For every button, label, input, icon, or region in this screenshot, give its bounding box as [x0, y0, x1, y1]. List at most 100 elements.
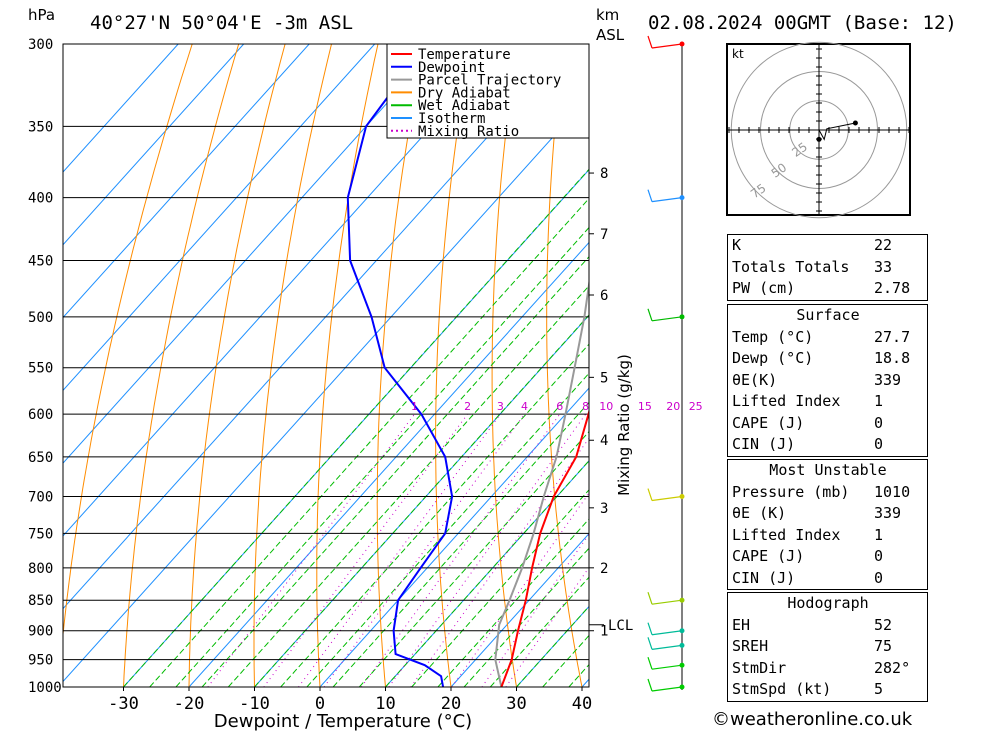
- wind-barb: [647, 622, 683, 636]
- mixing-ratio-label: 8: [582, 400, 589, 413]
- surface-value: 1: [874, 392, 884, 410]
- index-label: K: [732, 236, 742, 254]
- pressure-tick-label: 400: [28, 191, 53, 207]
- table-row: θE(K) 339: [728, 370, 928, 392]
- plot-area: [63, 44, 1000, 687]
- isotherm-line: [188, 241, 589, 687]
- location-title: 40°27'N 50°04'E -3m ASL: [90, 12, 353, 34]
- hodo-label: StmDir: [732, 658, 787, 677]
- mu-label: Pressure (mb): [732, 482, 850, 501]
- temperature-line: [500, 408, 589, 687]
- hodo-value: 5: [874, 680, 884, 698]
- pressure-tick-label: 900: [28, 624, 53, 640]
- table-row: Dewp (°C) 18.8: [728, 348, 928, 370]
- mu-label: Lifted Index: [732, 525, 841, 544]
- surface-label: Dewp (°C): [732, 349, 814, 367]
- parcel-trajectory-line: [494, 277, 589, 687]
- isotherm-line: [63, 44, 376, 392]
- surface-title: Surface: [796, 306, 860, 324]
- mixing-ratio-label: 25: [689, 400, 703, 413]
- mixing-ratio-line: [360, 413, 561, 687]
- mu-value: 0: [874, 568, 884, 587]
- isotherm-line: [63, 44, 179, 173]
- index-label: PW (cm): [732, 279, 796, 297]
- index-value: 2.78: [874, 279, 911, 297]
- legend-label: Isotherm: [418, 111, 485, 127]
- surface-label: Temp (°C): [732, 327, 814, 346]
- most-unstable-box: Most Unstable Pressure (mb) 1010 θE (K) 33…: [727, 459, 928, 590]
- surface-value: 0: [874, 435, 884, 453]
- pressure-tick-label: 800: [28, 561, 53, 577]
- wind-barb: [647, 637, 683, 650]
- table-row: Totals Totals 33: [728, 257, 928, 279]
- dry-adiabat-line: [253, 44, 332, 687]
- mixing-ratio-line: [481, 533, 589, 687]
- temperature-tick-label: 30: [506, 694, 526, 714]
- table-row: SREH 75: [728, 636, 928, 658]
- hodo-label: StmSpd (kt): [732, 680, 832, 698]
- pressure-tick-label: 550: [28, 361, 53, 377]
- mixing-ratio-label: 2: [464, 400, 471, 413]
- hodograph-trace: [818, 122, 856, 141]
- surface-value: 339: [874, 370, 902, 389]
- isotherm-line: [63, 44, 441, 464]
- height-tick-label: 4: [600, 433, 608, 449]
- indices-box: K 22 Totals Totals 33 PW (cm) 2.78: [727, 234, 928, 301]
- km-label: km: [596, 6, 619, 24]
- table-row: PW (cm) 2.78: [728, 278, 928, 300]
- dry-adiabat-line: [982, 44, 1000, 687]
- storm-motion-dot: [816, 136, 822, 142]
- most-unstable-table: Most Unstable Pressure (mb) 1010 θE (K) 33…: [728, 460, 928, 589]
- pressure-tick-label: 650: [28, 450, 53, 466]
- legend-label: Temperature: [418, 47, 511, 63]
- wet-adiabat-line: [201, 256, 589, 687]
- wind-barb: [647, 488, 683, 502]
- dry-adiabat-line: [123, 44, 240, 687]
- mixing-ratio-label: 3: [497, 400, 504, 413]
- height-tick-label: 2: [600, 561, 608, 577]
- mixing-ratio-line: [410, 437, 589, 687]
- dry-adiabat-line: [935, 44, 1000, 687]
- table-row: θE (K) 339: [728, 503, 928, 525]
- axes: 3003504004505005506006507007508008509009…: [28, 37, 703, 732]
- surface-label: θE(K): [732, 370, 778, 389]
- temperature-tick-label: 40: [572, 694, 592, 714]
- index-label: Totals Totals: [732, 257, 850, 276]
- hodo-label: EH: [732, 615, 751, 634]
- isotherm-line: [319, 387, 589, 687]
- surface-value: 27.7: [874, 327, 911, 346]
- indices-table: K 22 Totals Totals 33 PW (cm) 2.78: [728, 235, 928, 300]
- mixing-ratio-label: 10: [599, 400, 613, 413]
- table-row: EH 52: [728, 615, 928, 637]
- temperature-tick-label: 0: [315, 694, 325, 714]
- table-row: Temp (°C) 27.7: [728, 327, 928, 349]
- pressure-tick-label: 750: [28, 526, 53, 542]
- hodo-value: 75: [874, 637, 893, 655]
- hodograph-end-dot: [852, 120, 858, 126]
- pressure-tick-label: 850: [28, 593, 53, 609]
- mixing-ratio-label: 1: [411, 400, 418, 413]
- legend-label: Mixing Ratio: [418, 124, 519, 140]
- wind-barb: [647, 308, 683, 322]
- wind-barb: [647, 35, 683, 49]
- credit-text[interactable]: ©weatheronline.co.uk: [712, 709, 913, 730]
- height-tick-label: 7: [600, 227, 608, 243]
- wind-profile: [647, 35, 685, 692]
- dewpoint-line: [346, 44, 454, 687]
- dry-adiabat-line: [63, 44, 193, 639]
- temperature-tick-label: 10: [375, 694, 395, 714]
- asl-label: ASL: [596, 26, 625, 44]
- mixing-ratio-line: [323, 413, 525, 687]
- height-tick-label: 3: [600, 501, 608, 517]
- table-row: CIN (J) 0: [728, 434, 928, 456]
- surface-label: CIN (J): [732, 435, 796, 453]
- x-axis-label: Dewpoint / Temperature (°C): [214, 711, 472, 732]
- table-row: Pressure (mb) 1010: [728, 482, 928, 504]
- mixing-ratio-line: [451, 492, 589, 687]
- table-row: Lifted Index 1: [728, 391, 928, 413]
- mixing-ratio-line: [207, 413, 415, 687]
- hodograph-title: Hodograph: [787, 594, 869, 612]
- mu-label: CAPE (J): [732, 547, 805, 565]
- height-tick-label: 6: [600, 288, 608, 304]
